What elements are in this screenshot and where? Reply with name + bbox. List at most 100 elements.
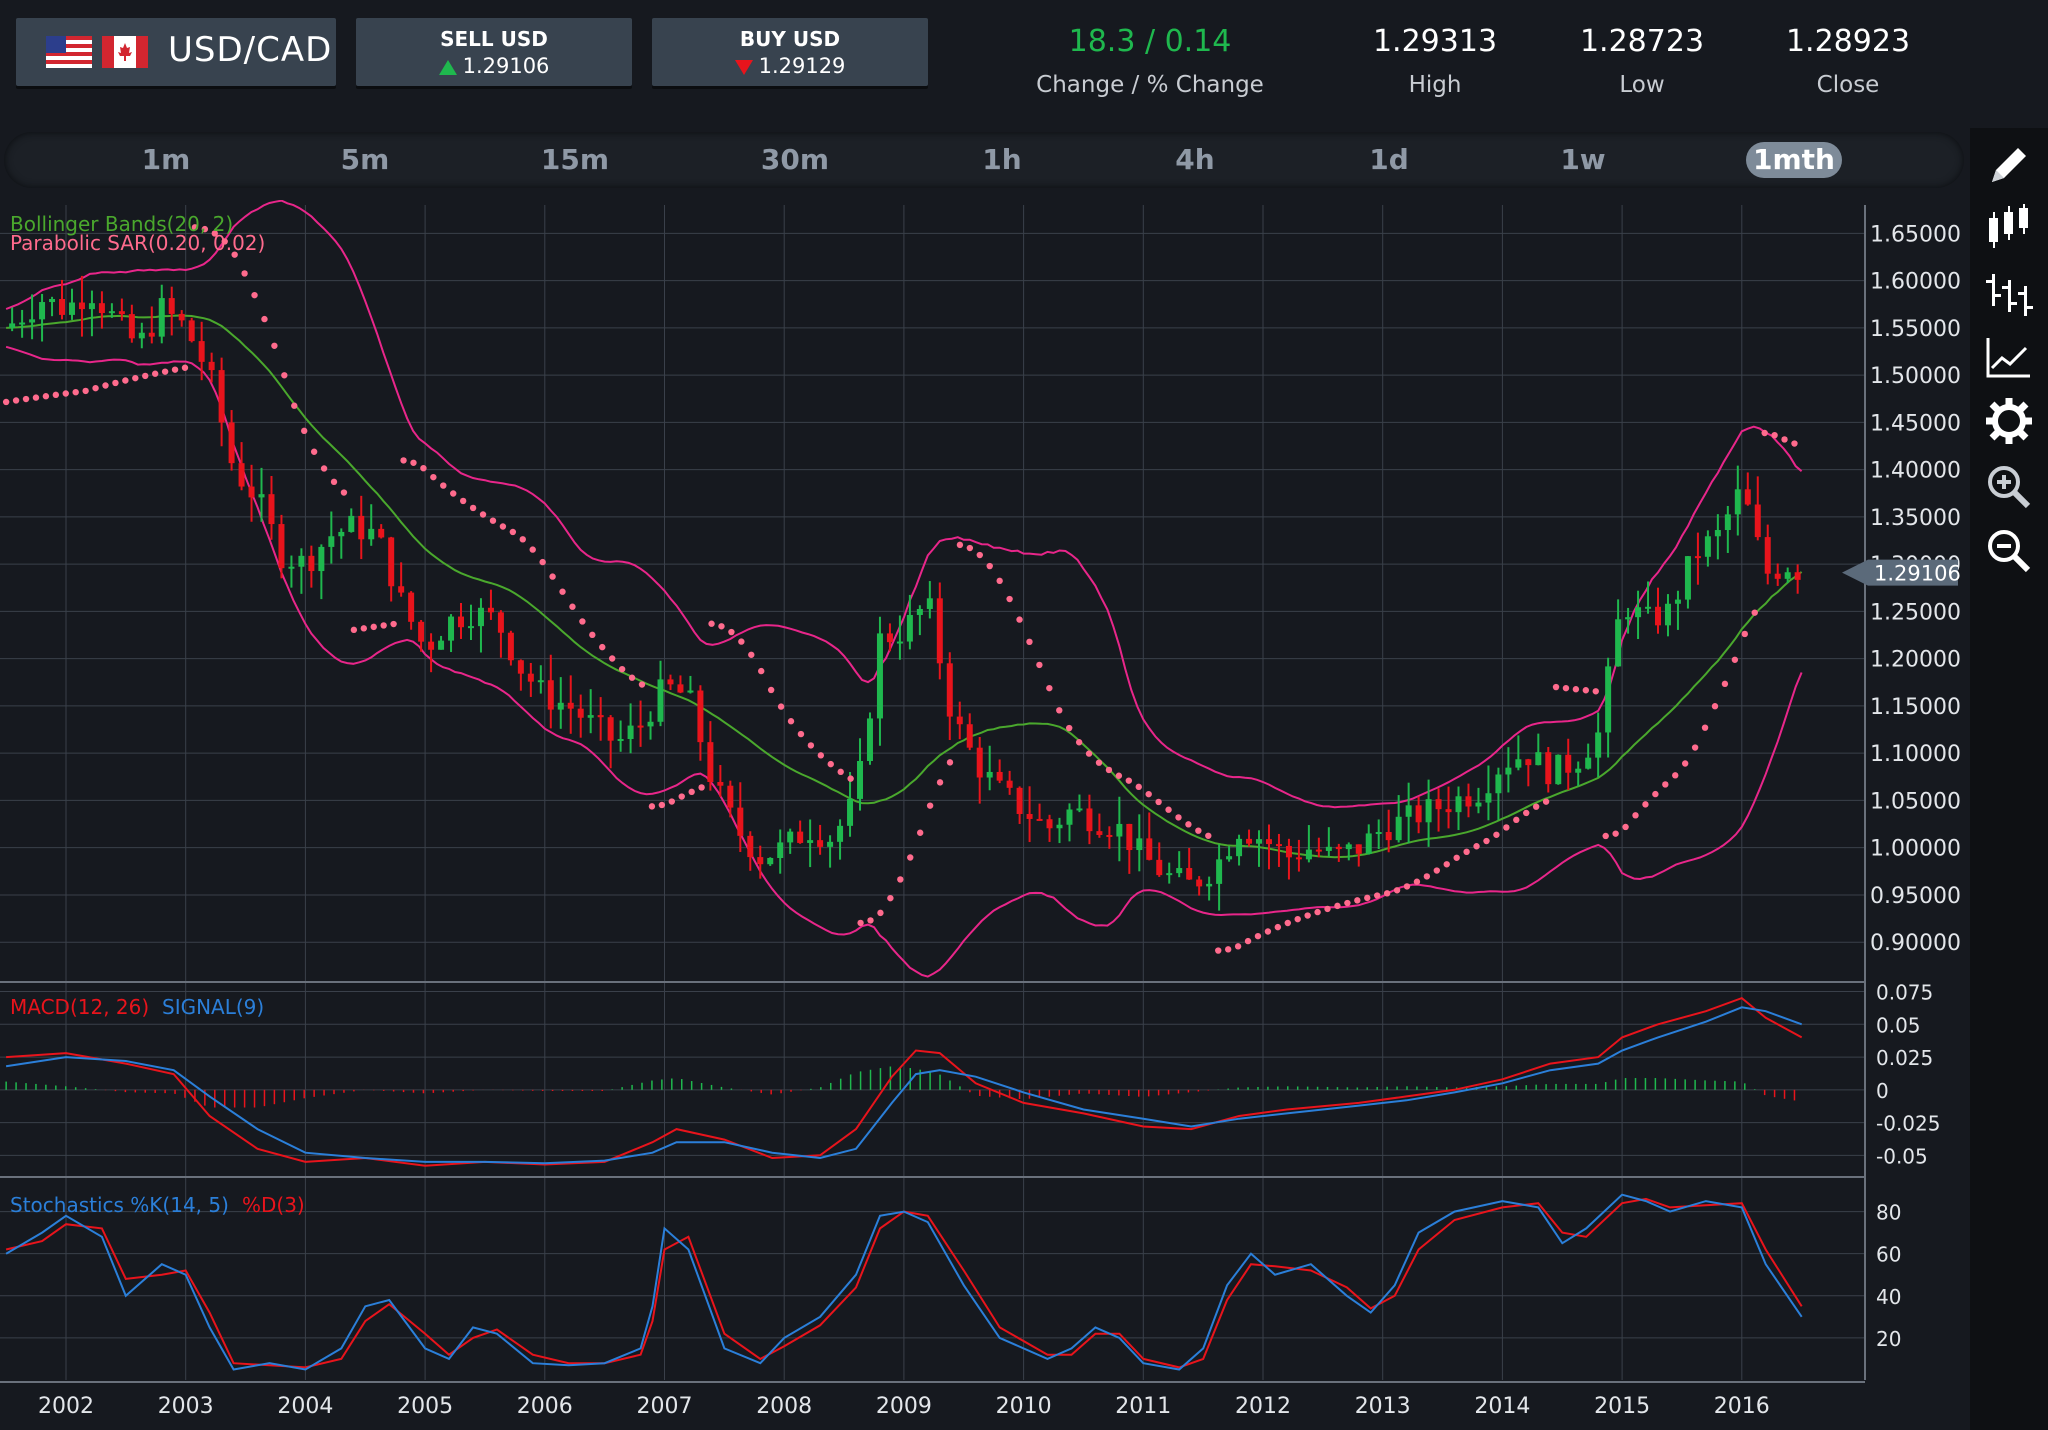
zoom-out-icon[interactable] [1980,522,2038,580]
candle-body [188,320,195,342]
gear-icon[interactable] [1980,392,2038,450]
sar-dot [1155,798,1162,806]
year-tick-label: 2002 [38,1394,94,1419]
candle-body [218,370,225,423]
macd-line [6,996,1803,1167]
sar-dot [291,402,298,409]
candle-body [1066,809,1073,825]
buy-button[interactable]: BUY USD 1.29129 [652,18,928,86]
candle-body [1455,796,1462,813]
sar-dot [509,528,517,536]
candle-body [507,632,514,661]
stochastics-tick-label: 40 [1876,1285,1901,1309]
candle-body [1694,556,1701,559]
sar-dot [1771,431,1778,439]
sar-dot [390,620,397,628]
candle-body [318,546,325,572]
currency-pair-selector[interactable]: USD/CAD [16,18,336,86]
candle-body [1106,834,1113,837]
timeframe-5m[interactable]: 5m [340,143,390,176]
chart-grid [0,205,1866,1383]
price-chart[interactable]: 1.65000 1.60000 1.55000 1.50000 1.45000 1.400… [0,200,1968,1430]
quote-header: USD/CAD SELL USD 1.29106 BUY USD 1.29129… [0,0,2048,118]
sar-dot [976,551,983,559]
ohlc-bars-icon[interactable] [1980,264,2038,322]
timeframe-30m[interactable]: 30m [760,143,830,176]
sar-dot [151,370,159,377]
macd-tick-label: 0.05 [1876,1013,1921,1037]
sar-dot [1741,630,1748,638]
sar-dot [599,643,606,651]
sar-dot [469,504,477,512]
timeframe-1m[interactable]: 1m [141,143,191,176]
candle-body [208,361,215,371]
sar-dot [1105,766,1113,774]
timeframe-1d[interactable]: 1d [1369,143,1409,176]
sell-button[interactable]: SELL USD 1.29106 [356,18,632,86]
sar-dot [1592,688,1599,695]
candle-body [896,641,903,644]
candle-body [517,660,524,674]
sar-dot [1085,750,1093,757]
candle-body [1545,752,1552,785]
timeframe-1w[interactable]: 1w [1560,143,1606,176]
candle-body [787,831,794,843]
candle-body [1295,857,1302,860]
year-tick-label: 2010 [996,1394,1052,1419]
candle-body [1744,489,1751,505]
candle-body [797,831,804,843]
sar-dot [1056,707,1063,714]
sar-dot [579,618,586,625]
candle-body [59,298,66,315]
stochastics-tick-label: 20 [1876,1327,1901,1351]
sar-dot [430,473,437,481]
candle-body [1335,846,1342,850]
zoom-in-icon[interactable] [1980,458,2038,516]
candle-body [88,303,95,310]
candle-body [1615,619,1622,667]
candle-body [228,422,235,464]
timeframe-15m[interactable]: 15m [540,143,610,176]
candle-body [1605,666,1612,733]
candlestick-icon[interactable] [1980,200,2038,258]
timeframe-1h[interactable]: 1h [982,143,1022,176]
timeframe-4h[interactable]: 4h [1175,143,1215,176]
candle-body [39,302,46,320]
candle-body [1565,754,1572,773]
currency-pair-label: USD/CAD [168,30,333,70]
pencil-icon[interactable] [1980,136,2038,194]
price-tick-label: 1.55000 [1870,317,1961,342]
sar-dot [688,788,695,796]
candle-body [1495,774,1502,794]
candle-body [607,717,614,741]
line-chart-icon[interactable] [1980,328,2038,386]
sar-dot [1354,897,1361,904]
sar-dot [1195,827,1202,834]
bollinger-label: Bollinger Bands(20, 2) [10,212,233,236]
candle-body [1226,856,1233,860]
candle-body [1325,846,1332,851]
candle-body [886,633,893,643]
sar-label: Parabolic SAR(0.20, 0.02) [10,231,265,255]
candle-body [358,515,365,540]
candle-body [1505,767,1512,775]
sar-dot [1026,638,1033,646]
candle-body [1176,868,1183,874]
sar-dot [1036,661,1043,669]
sar-dot [1393,887,1401,894]
sar-dot [589,631,596,639]
sar-dot [827,760,834,768]
candle-body [1256,839,1263,844]
macd-tick-label: 0.025 [1876,1046,1933,1070]
price-tick-label: 1.20000 [1870,648,1961,673]
candle-body [657,679,664,722]
candle-body [866,718,873,762]
sar-dot [698,784,705,791]
sar-dot [1483,837,1490,845]
timeframe-1mth[interactable]: 1mth [1746,142,1842,178]
candle-body [78,302,85,310]
candle-body [1525,759,1532,766]
chart-toolbar [1970,128,2048,1430]
candle-body [667,679,674,685]
sar-dot [966,544,974,552]
